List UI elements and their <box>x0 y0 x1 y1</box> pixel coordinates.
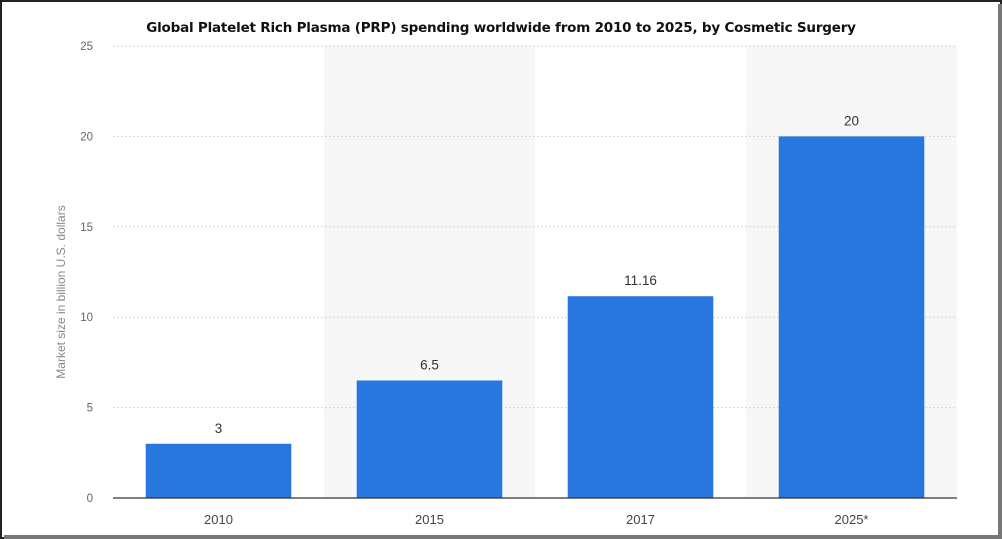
y-axis-ticks: 0 5 10 15 20 25 <box>80 41 93 505</box>
y-axis-title: Market size in billion U.S. dollars <box>54 205 68 378</box>
gridlines <box>113 45 957 409</box>
value-labels: 3 6.5 11.16 20 <box>215 113 859 435</box>
frame-shadow-bottom <box>4 535 1002 539</box>
y-tick-label: 20 <box>80 131 93 143</box>
y-tick-label: 15 <box>80 222 93 234</box>
x-tick-label: 2017 <box>626 512 655 527</box>
x-axis-labels: 2010 2015 2017 2025* <box>204 512 868 527</box>
bar-value-label: 11.16 <box>624 273 657 288</box>
x-tick-label: 2010 <box>204 512 233 527</box>
chart-title: Global Platelet Rich Plasma (PRP) spendi… <box>146 20 856 36</box>
y-tick-label: 10 <box>80 312 93 324</box>
bar-value-label: 20 <box>844 113 859 128</box>
bar-value-label: 6.5 <box>420 357 439 372</box>
bar <box>145 443 292 498</box>
bar-value-label: 3 <box>215 421 223 436</box>
bar <box>778 136 925 498</box>
frame-shadow-right <box>998 4 1002 539</box>
bar <box>356 380 503 498</box>
bar <box>567 296 714 498</box>
y-tick-label: 25 <box>80 41 93 53</box>
y-tick-label: 0 <box>87 493 93 505</box>
y-tick-label: 5 <box>87 403 93 415</box>
x-tick-label: 2015 <box>415 512 444 527</box>
bars <box>145 136 925 498</box>
x-tick-label: 2025* <box>835 512 869 527</box>
